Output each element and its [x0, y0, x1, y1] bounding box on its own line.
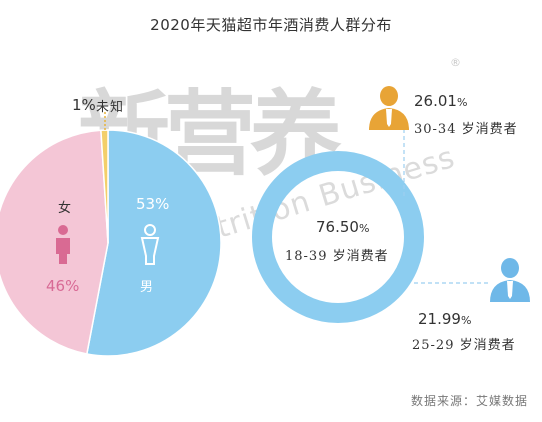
- data-source: 数据来源：艾媒数据: [410, 394, 528, 408]
- callout-30-34-percent: 26.01%: [414, 92, 468, 110]
- callout-25-29-percent: 21.99%: [418, 310, 472, 328]
- donut-ring: [252, 151, 424, 323]
- person-blue-icon: [490, 258, 530, 302]
- chart-title: 2020年天猫超市年酒消费人群分布: [150, 16, 392, 34]
- female-percent-label: 46%: [46, 277, 80, 295]
- pie-slice-female: [0, 129, 109, 355]
- male-percent-label: 53%: [136, 195, 170, 213]
- female-category-label: 女: [58, 201, 73, 216]
- center-percent-label: 76.50%: [316, 218, 370, 236]
- person-orange-icon: [369, 86, 409, 130]
- callout-30-34-label: 30-34 岁消费者: [414, 122, 518, 137]
- male-category-label: 男: [140, 280, 155, 295]
- callout-25-29-label: 25-29 岁消费者: [412, 338, 516, 353]
- pie-slice-male: [85, 129, 222, 357]
- female-person-icon: [56, 225, 70, 264]
- male-person-icon: [140, 224, 160, 265]
- unknown-percent-label: 1%: [72, 96, 96, 114]
- watermark-registered-mark: ®: [450, 56, 461, 69]
- pie-slice-unknown: [100, 129, 109, 244]
- center-group-label: 18-39 岁消费者: [285, 249, 389, 264]
- unknown-category-label: 未知: [96, 100, 125, 115]
